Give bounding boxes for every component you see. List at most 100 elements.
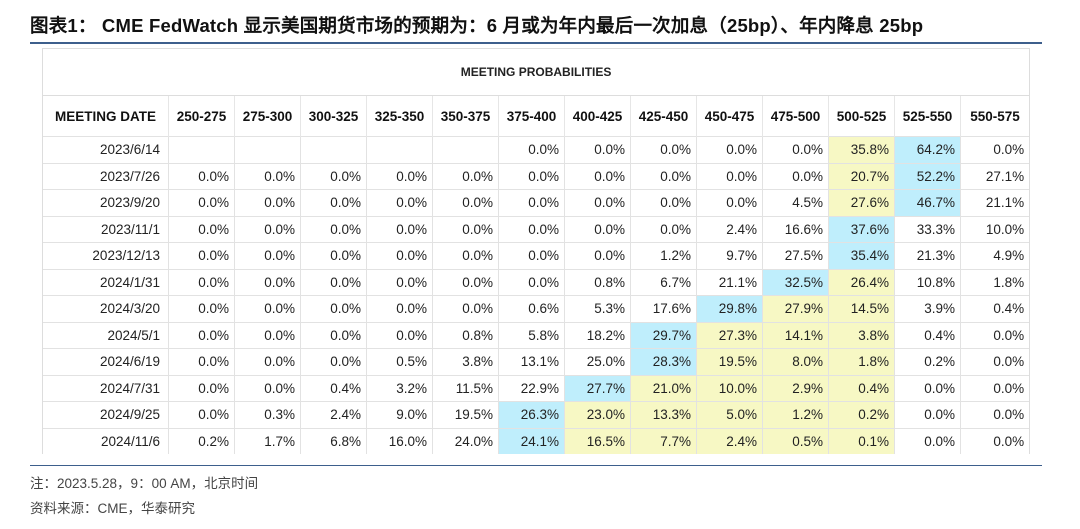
meeting-date-cell: 2024/1/31 [42, 268, 169, 296]
probability-cell: 5.3% [564, 295, 631, 322]
probability-cell: 4.9% [959, 242, 1031, 269]
probability-cell: 32.5% [762, 268, 829, 296]
header-rate-range: 400-425 [564, 95, 631, 137]
probability-cell: 0.0% [300, 321, 367, 349]
probability-cell: 0.0% [234, 242, 301, 269]
probability-cell [168, 136, 235, 163]
probability-cell: 10.0% [959, 215, 1031, 243]
probability-cell: 21.1% [959, 189, 1031, 216]
meeting-date-cell: 2024/3/20 [42, 295, 169, 322]
header-rate-range: 375-400 [498, 95, 565, 137]
probability-cell: 0.4% [828, 374, 895, 402]
probability-cell: 3.8% [828, 321, 895, 349]
probability-cell: 0.0% [894, 401, 961, 428]
meeting-date-cell: 2023/12/13 [42, 242, 169, 269]
probability-cell: 0.0% [366, 242, 433, 269]
meeting-date-cell: 2023/9/20 [42, 189, 169, 216]
table-row: 2024/7/31 0.0% 0.0% 0.4% 3.2% 11.5% 22.9% 27.7%… [42, 374, 1031, 402]
probability-cell: 0.0% [959, 321, 1031, 349]
probability-cell: 0.0% [168, 189, 235, 216]
meeting-date-cell: 2024/7/31 [42, 374, 169, 402]
probability-cell: 0.2% [168, 427, 235, 454]
probability-cell: 11.5% [432, 374, 499, 402]
probability-cell: 0.0% [630, 215, 697, 243]
probability-cell: 19.5% [696, 348, 763, 375]
table-banner: MEETING PROBABILITIES [41, 48, 1031, 96]
probability-cell: 0.0% [300, 295, 367, 322]
probability-cell: 0.6% [498, 295, 565, 322]
probability-cell: 4.5% [762, 189, 829, 216]
probability-cell: 0.0% [498, 162, 565, 190]
probability-cell: 0.0% [168, 321, 235, 349]
probability-cell: 0.0% [498, 268, 565, 296]
meeting-probabilities-table: MEETING PROBABILITIES MEETING DATE 250-27… [41, 48, 1031, 454]
probability-cell: 3.2% [366, 374, 433, 402]
probability-cell: 2.9% [762, 374, 829, 402]
probability-cell: 5.8% [498, 321, 565, 349]
probability-cell: 0.0% [168, 242, 235, 269]
meeting-date-cell: 2024/5/1 [42, 321, 169, 349]
probability-cell: 20.7% [828, 162, 895, 190]
probability-cell: 0.0% [762, 162, 829, 190]
table-row: 2023/9/20 0.0% 0.0% 0.0% 0.0% 0.0% 0.0% 0.0% 0.0… [42, 189, 1031, 216]
probability-cell: 1.2% [762, 401, 829, 428]
probability-cell: 0.0% [300, 162, 367, 190]
probability-cell: 0.2% [828, 401, 895, 428]
meeting-date-cell: 2024/9/25 [42, 401, 169, 428]
probability-cell: 46.7% [894, 189, 961, 216]
probability-cell: 0.5% [366, 348, 433, 375]
probability-cell: 0.0% [696, 136, 763, 163]
probability-cell: 16.5% [564, 427, 631, 454]
probability-cell: 3.9% [894, 295, 961, 322]
header-rate-range: 275-300 [234, 95, 301, 137]
figure-title: 图表1： CME FedWatch 显示美国期货市场的预期为：6 月或为年内最后… [30, 15, 924, 36]
probability-cell: 0.0% [300, 189, 367, 216]
probability-cell: 24.0% [432, 427, 499, 454]
header-rate-range: 350-375 [432, 95, 499, 137]
probability-cell: 29.7% [630, 321, 697, 349]
probability-cell: 0.2% [894, 348, 961, 375]
probability-cell: 7.7% [630, 427, 697, 454]
probability-cell: 0.4% [959, 295, 1031, 322]
probability-cell: 0.0% [432, 242, 499, 269]
probability-cell: 26.3% [498, 401, 565, 428]
header-rate-range: 525-550 [894, 95, 961, 137]
probability-cell: 0.0% [564, 242, 631, 269]
bottom-divider [30, 465, 1042, 466]
probability-cell: 0.0% [234, 348, 301, 375]
probability-cell: 0.0% [959, 136, 1031, 163]
probability-cell: 0.0% [696, 162, 763, 190]
probability-cell: 0.5% [762, 427, 829, 454]
table-row: 2023/12/13 0.0% 0.0% 0.0% 0.0% 0.0% 0.0% 0.0% 1.… [42, 242, 1031, 269]
probability-cell: 35.4% [828, 242, 895, 269]
table-body: 2023/6/14 0.0% 0.0% 0.0% 0.0% 0.0% 35.8% 64.2% 0… [42, 136, 1031, 454]
probability-cell: 2.4% [696, 215, 763, 243]
probability-cell: 19.5% [432, 401, 499, 428]
probability-cell: 2.4% [696, 427, 763, 454]
probability-cell: 26.4% [828, 268, 895, 296]
probability-cell: 0.0% [630, 189, 697, 216]
header-rate-range: 475-500 [762, 95, 829, 137]
header-rate-range: 425-450 [630, 95, 697, 137]
probability-cell: 27.7% [564, 374, 631, 402]
probability-cell: 0.0% [366, 189, 433, 216]
source-note: 资料来源：CME，华泰研究 [30, 501, 195, 516]
meeting-date-cell: 2023/11/1 [42, 215, 169, 243]
meeting-date-cell: 2024/6/19 [42, 348, 169, 375]
probability-cell: 0.0% [234, 215, 301, 243]
probability-cell: 14.5% [828, 295, 895, 322]
probability-cell: 0.0% [959, 374, 1031, 402]
probability-cell: 22.9% [498, 374, 565, 402]
meeting-date-cell: 2023/7/26 [42, 162, 169, 190]
meeting-date-cell: 2024/11/6 [42, 427, 169, 454]
probability-cell: 0.0% [696, 189, 763, 216]
probability-cell: 3.8% [432, 348, 499, 375]
probability-cell: 0.0% [300, 215, 367, 243]
probability-cell: 0.0% [168, 162, 235, 190]
probability-cell: 0.0% [300, 242, 367, 269]
probability-cell: 27.3% [696, 321, 763, 349]
header-rate-range: 300-325 [300, 95, 367, 137]
probability-cell: 0.0% [762, 136, 829, 163]
probability-cell: 10.0% [696, 374, 763, 402]
probability-cell: 0.0% [498, 215, 565, 243]
